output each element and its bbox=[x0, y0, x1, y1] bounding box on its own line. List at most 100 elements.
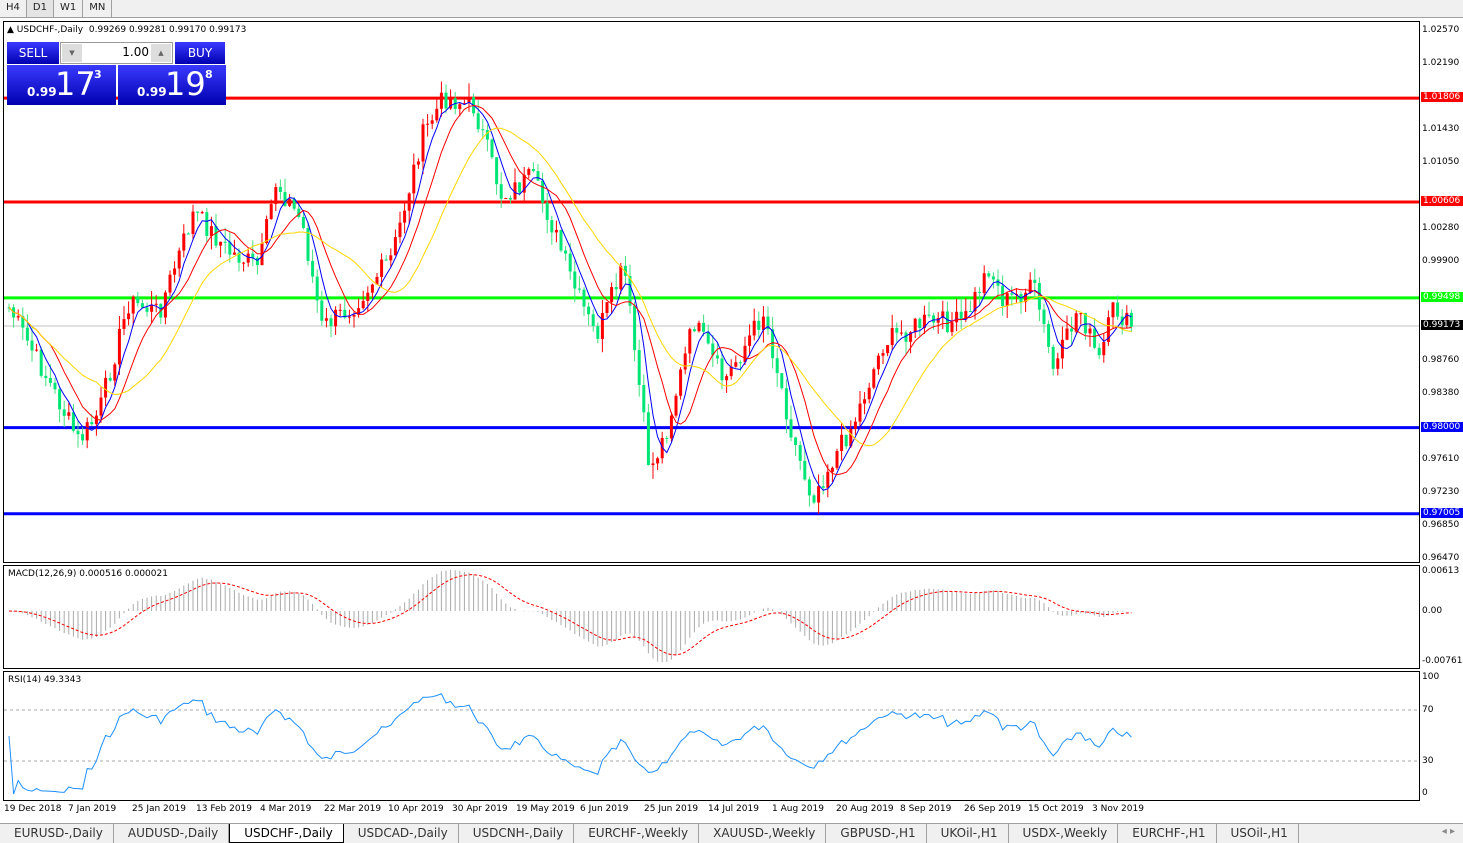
candle-body bbox=[858, 403, 862, 422]
buy-price-big: 19 bbox=[165, 65, 206, 103]
candle-body bbox=[656, 458, 660, 464]
candle-body bbox=[370, 284, 374, 293]
candle-body bbox=[1042, 309, 1046, 325]
level-price-label: 0.99498 bbox=[1421, 291, 1463, 302]
candle-body bbox=[692, 329, 696, 332]
chart-tab[interactable]: USDCNH-,Daily bbox=[459, 824, 575, 843]
candle-body bbox=[637, 350, 641, 385]
chart-tab[interactable]: USDCAD-,Daily bbox=[344, 824, 459, 843]
candle-body bbox=[232, 252, 236, 255]
chart-tab[interactable]: AUDUSD-,Daily bbox=[114, 824, 230, 843]
ohlc-readout: 0.99269 0.99281 0.99170 0.99173 bbox=[88, 25, 247, 35]
candle-body bbox=[288, 199, 292, 206]
date-tick: 6 Jun 2019 bbox=[580, 804, 629, 814]
chart-tab[interactable]: EURCHF-,H1 bbox=[1118, 824, 1217, 843]
candle-body bbox=[352, 314, 356, 317]
sell-price-prefix: 0.99 bbox=[27, 85, 57, 99]
candle-body bbox=[821, 486, 825, 488]
date-tick: 13 Feb 2019 bbox=[196, 804, 253, 814]
candle-body bbox=[412, 164, 416, 194]
sell-price[interactable]: 0.99 17 3 bbox=[7, 65, 116, 105]
candle-body bbox=[67, 412, 71, 416]
candle-body bbox=[485, 130, 489, 140]
candle-body bbox=[1102, 341, 1106, 356]
macd-tick: -0.007612 bbox=[1422, 656, 1463, 666]
price-chart bbox=[4, 81, 1419, 516]
candle-body bbox=[991, 276, 995, 280]
candle-body bbox=[577, 288, 581, 290]
candle-body bbox=[357, 308, 361, 315]
chart-tab[interactable]: EURCHF-,Weekly bbox=[574, 824, 700, 843]
candle-body bbox=[959, 311, 963, 320]
date-tick: 19 Dec 2018 bbox=[4, 804, 62, 814]
candle-body bbox=[798, 445, 802, 461]
candle-body bbox=[1028, 279, 1032, 293]
level-price-label: 1.01806 bbox=[1421, 92, 1463, 103]
candle-body bbox=[1116, 302, 1120, 317]
price-chart-pane[interactable] bbox=[3, 21, 1420, 563]
timeframe-d1[interactable]: D1 bbox=[26, 0, 54, 17]
candle-body bbox=[1129, 312, 1133, 327]
candle-body bbox=[421, 124, 425, 162]
candle-body bbox=[743, 345, 747, 363]
candle-body bbox=[803, 460, 807, 480]
candle-body bbox=[614, 287, 618, 290]
candle-body bbox=[545, 202, 549, 221]
macd-tick: 0.00613 bbox=[1422, 566, 1460, 576]
rsi-pane[interactable]: RSI(14) 49.3343 bbox=[3, 671, 1420, 801]
candle-body bbox=[150, 304, 154, 312]
rsi-tick: 30 bbox=[1422, 756, 1434, 766]
candle-body bbox=[711, 343, 715, 356]
candle-body bbox=[1125, 312, 1129, 326]
candle-body bbox=[863, 399, 867, 404]
tab-scroll-arrows[interactable]: ◂ ▸ bbox=[1441, 826, 1455, 837]
candle-body bbox=[301, 216, 305, 229]
chart-tab[interactable]: USOil-,H1 bbox=[1217, 824, 1299, 843]
candle-body bbox=[968, 311, 972, 313]
candle-body bbox=[99, 397, 103, 416]
rsi-axis: 100 70 30 0 bbox=[1420, 671, 1463, 801]
candle-body bbox=[269, 204, 273, 220]
date-tick: 4 Mar 2019 bbox=[260, 804, 312, 814]
candle-body bbox=[1060, 339, 1064, 359]
chart-tab[interactable]: EURUSD-,Daily bbox=[0, 824, 114, 843]
candle-body bbox=[122, 319, 126, 329]
chart-tab[interactable]: UKOil-,H1 bbox=[927, 824, 1009, 843]
level-price-label: 0.97005 bbox=[1421, 507, 1463, 518]
timeframe-h4[interactable]: H4 bbox=[0, 0, 27, 17]
candle-body bbox=[817, 486, 821, 503]
chart-tab[interactable]: XAUUSD-,Weekly bbox=[699, 824, 827, 843]
buy-price[interactable]: 0.99 19 8 bbox=[118, 65, 226, 105]
chart-tab[interactable]: USDCHF-,Daily bbox=[229, 824, 344, 843]
lot-size-input[interactable]: 1.00 bbox=[122, 45, 149, 59]
candle-body bbox=[246, 253, 250, 263]
timeframe-mn[interactable]: MN bbox=[83, 0, 113, 17]
chart-tab[interactable]: USDX-,Weekly bbox=[1009, 824, 1119, 843]
timeframe-w1[interactable]: W1 bbox=[54, 0, 84, 17]
candle-body bbox=[495, 157, 499, 185]
candle-body bbox=[16, 316, 20, 318]
candle-body bbox=[812, 495, 816, 503]
macd-chart bbox=[8, 569, 1132, 663]
candle-body bbox=[826, 471, 830, 488]
sell-button[interactable]: SELL bbox=[7, 42, 59, 64]
candle-body bbox=[665, 437, 669, 439]
candle-body bbox=[840, 434, 844, 452]
candle-body bbox=[25, 327, 29, 341]
candle-body bbox=[789, 419, 793, 438]
candle-body bbox=[30, 340, 34, 351]
chart-tab[interactable]: GBPUSD-,H1 bbox=[826, 824, 927, 843]
lot-size-stepper[interactable]: ▼ 1.00 ▲ bbox=[60, 42, 173, 64]
decrease-lot-button[interactable]: ▼ bbox=[62, 44, 82, 62]
price-tick: 1.02570 bbox=[1422, 25, 1460, 35]
increase-lot-button[interactable]: ▲ bbox=[151, 44, 171, 62]
candle-body bbox=[499, 184, 503, 199]
date-tick: 7 Jan 2019 bbox=[68, 804, 117, 814]
buy-button[interactable]: BUY bbox=[175, 42, 225, 64]
rsi-line bbox=[8, 693, 1132, 795]
candle-body bbox=[375, 276, 379, 285]
macd-pane[interactable]: MACD(12,26,9) 0.000516 0.000021 bbox=[3, 565, 1420, 669]
candle-body bbox=[605, 302, 609, 314]
candle-body bbox=[76, 430, 80, 435]
candle-body bbox=[163, 292, 167, 318]
